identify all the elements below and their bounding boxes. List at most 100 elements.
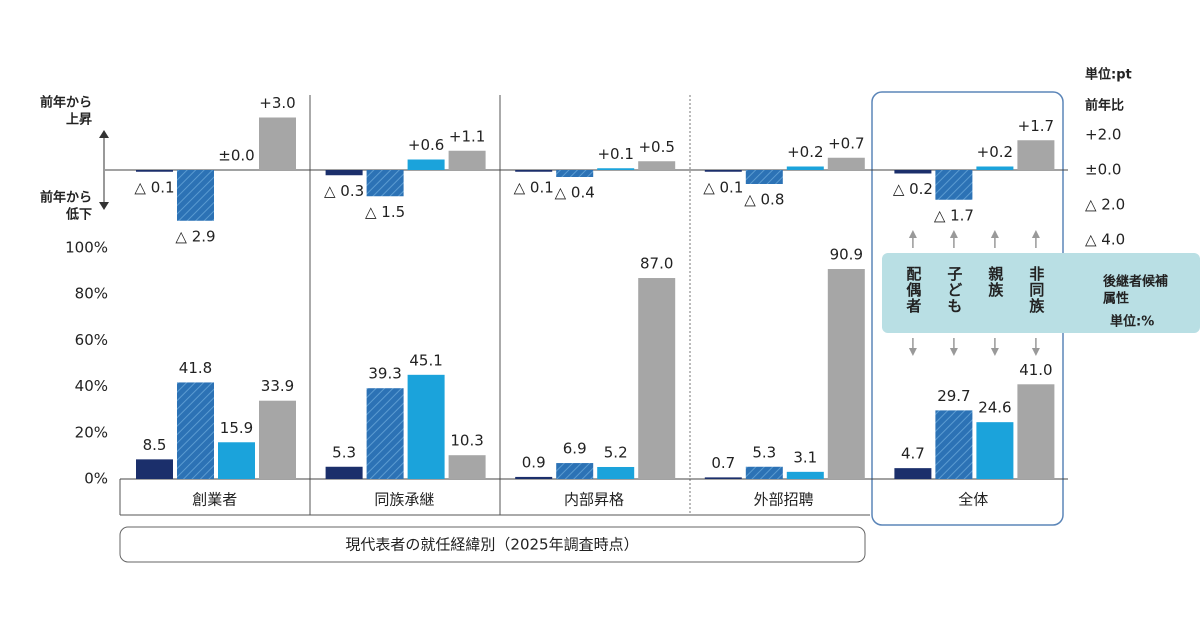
x-tick-label: 同族承継 — [374, 491, 434, 509]
legend-title: 属性 — [1103, 291, 1129, 307]
y-tick-label: 20% — [75, 423, 108, 441]
y-tick-label: △ 4.0 — [1085, 231, 1125, 249]
data-label: △ 0.1 — [703, 178, 743, 196]
bar — [638, 278, 676, 479]
annotation: 低下 — [65, 207, 92, 223]
legend-arrow — [990, 348, 999, 356]
y-tick-label: 60% — [75, 331, 108, 349]
bar — [935, 170, 973, 200]
legend-arrow — [1031, 230, 1040, 238]
bar — [515, 476, 553, 479]
data-label: 10.3 — [450, 432, 483, 450]
y-tick-label: 40% — [75, 377, 108, 395]
legend-label: 配偶者 — [904, 266, 922, 314]
data-label: +0.2 — [977, 143, 1013, 161]
bar — [556, 463, 594, 479]
bar — [976, 422, 1014, 479]
data-label: 4.7 — [901, 445, 925, 463]
bar — [827, 269, 865, 479]
x-tick-label: 内部昇格 — [564, 491, 624, 509]
legend-arrow — [949, 230, 958, 238]
data-label: 8.5 — [143, 436, 167, 454]
data-label: 0.7 — [711, 454, 735, 472]
data-label: ±0.0 — [218, 147, 254, 165]
data-label: △ 0.2 — [893, 180, 933, 198]
data-label: +1.7 — [1018, 117, 1054, 135]
x-tick-label: 全体 — [958, 491, 988, 509]
y-tick-label: △ 2.0 — [1085, 196, 1125, 214]
y-tick-label: 0% — [84, 470, 108, 488]
data-label: △ 0.3 — [324, 182, 364, 200]
data-label: +1.1 — [449, 127, 485, 145]
bar — [218, 442, 255, 479]
data-label: 45.1 — [409, 351, 442, 369]
data-label: +0.5 — [638, 138, 674, 156]
bar — [1017, 384, 1055, 479]
bar — [894, 170, 932, 174]
data-label: 3.1 — [793, 448, 817, 466]
x-axis-title: 現代表者の就任経緯別（2025年調査時点） — [345, 536, 638, 554]
data-label: 39.3 — [368, 365, 401, 383]
bar — [259, 400, 296, 479]
data-label: 41.8 — [179, 359, 212, 377]
legend-arrow — [1031, 348, 1040, 356]
bar — [259, 117, 296, 170]
data-label: △ 1.7 — [934, 206, 974, 224]
legend-arrow — [908, 348, 917, 356]
bar — [597, 466, 635, 479]
y-tick-label: ±0.0 — [1085, 161, 1121, 179]
data-label: +0.7 — [828, 134, 864, 152]
bar — [786, 166, 824, 170]
bar — [136, 459, 173, 479]
bar — [177, 382, 214, 479]
arrow-head — [99, 130, 109, 210]
bar — [177, 170, 214, 221]
bar — [786, 471, 824, 479]
data-label: △ 0.1 — [514, 178, 554, 196]
legend-arrow — [990, 230, 999, 238]
x-tick-label: 外部招聘 — [754, 491, 814, 509]
data-label: 41.0 — [1019, 361, 1052, 379]
legend-arrow — [949, 348, 958, 356]
data-label: 33.9 — [261, 377, 294, 395]
annotation: 前年から — [40, 190, 92, 206]
data-label: +0.2 — [787, 143, 823, 161]
bar — [407, 159, 445, 170]
data-label: 0.9 — [522, 453, 546, 471]
data-label: △ 1.5 — [365, 203, 405, 221]
y-tick-label: +2.0 — [1085, 126, 1121, 144]
bar — [325, 466, 363, 479]
annotation: 上昇 — [66, 113, 92, 128]
data-label: 5.3 — [332, 443, 356, 461]
annotation: 前年から — [40, 95, 92, 111]
data-label: 5.2 — [604, 443, 628, 461]
bar — [556, 170, 594, 177]
legend-box — [882, 253, 1200, 333]
data-label: △ 0.8 — [744, 191, 784, 209]
xlabel-box — [119, 526, 866, 563]
bar — [704, 170, 742, 172]
bar — [827, 157, 865, 170]
data-label: +3.0 — [259, 94, 295, 112]
data-label: 24.6 — [978, 399, 1011, 417]
data-label: 87.0 — [640, 255, 673, 273]
bar — [597, 168, 635, 170]
y-axis-title: 前年比 — [1085, 98, 1124, 114]
data-label: 29.7 — [937, 387, 970, 405]
data-label: +0.1 — [597, 145, 633, 163]
legend-label: 親族 — [986, 265, 1004, 298]
data-label: 5.3 — [752, 443, 776, 461]
bar — [407, 374, 445, 479]
bar — [745, 170, 783, 184]
y-tick-label: 100% — [65, 239, 108, 257]
data-label: △ 0.1 — [134, 178, 174, 196]
bar — [366, 388, 404, 479]
bar — [448, 150, 486, 170]
data-label: △ 2.9 — [175, 227, 215, 245]
legend-arrow — [908, 230, 917, 238]
x-tick-label: 創業者 — [192, 491, 237, 509]
data-label: +0.6 — [408, 136, 444, 154]
bar — [448, 455, 486, 479]
data-label: △ 0.4 — [555, 184, 595, 202]
